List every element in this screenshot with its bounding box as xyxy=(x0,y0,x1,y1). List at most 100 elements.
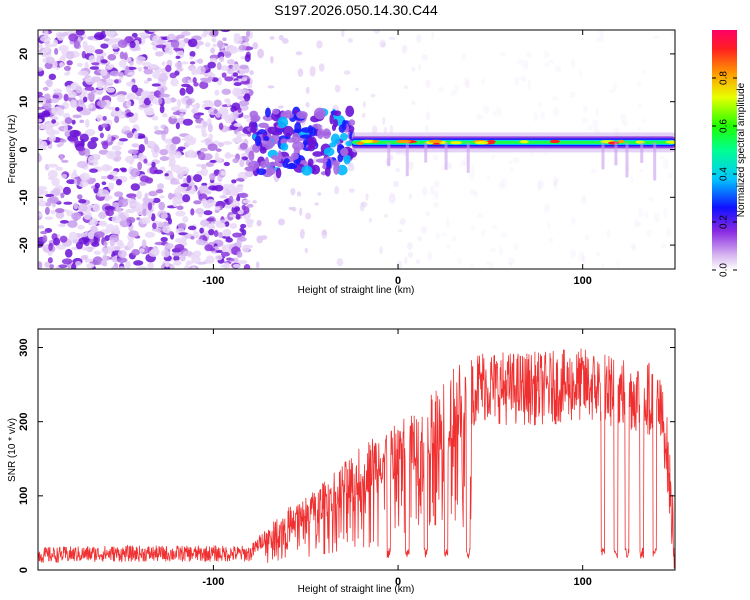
heat-blob xyxy=(660,155,665,160)
heat-blob xyxy=(555,176,560,183)
heat-blob xyxy=(666,227,672,238)
heat-blob xyxy=(359,201,365,212)
heat-blob xyxy=(195,163,202,167)
heat-blob xyxy=(341,119,347,131)
heat-blob xyxy=(126,81,135,87)
heat-blob xyxy=(498,246,503,256)
snr-y-axis: 0 100 200 300 xyxy=(18,338,675,573)
heat-blob xyxy=(404,256,408,265)
heat-blob xyxy=(141,239,147,249)
heat-blob xyxy=(522,59,529,70)
heat-blob xyxy=(213,230,219,238)
heat-blob xyxy=(61,159,69,163)
heat-blob xyxy=(508,167,514,172)
heat-blob xyxy=(185,98,193,106)
heat-blob xyxy=(103,38,110,42)
heat-blob xyxy=(569,248,576,259)
heat-blob xyxy=(111,202,120,208)
heat-blob xyxy=(42,235,48,243)
heat-blob xyxy=(297,68,304,77)
heat-blob xyxy=(42,102,52,110)
heat-blob xyxy=(200,219,210,227)
heat-blob xyxy=(476,212,484,219)
heat-blob xyxy=(117,39,128,48)
heat-blob xyxy=(525,50,532,58)
heat-blob xyxy=(250,115,258,123)
heat-blob xyxy=(139,248,145,253)
heat-blob xyxy=(48,134,56,142)
heat-blob xyxy=(451,236,457,242)
heat-blob xyxy=(182,215,189,223)
heat-blob xyxy=(278,34,284,41)
heat-blob xyxy=(545,203,551,213)
heat-blob xyxy=(239,104,249,111)
heat-blob xyxy=(78,233,89,238)
heat-blob xyxy=(242,199,251,204)
heat-blob xyxy=(91,177,96,183)
heat-blob xyxy=(113,225,120,234)
heat-blob xyxy=(291,206,297,212)
heat-blob xyxy=(151,115,159,121)
heat-blob xyxy=(109,70,121,77)
heat-blob xyxy=(111,215,122,224)
heat-blob xyxy=(177,146,186,150)
heat-blob xyxy=(151,161,156,168)
heat-blob xyxy=(38,225,45,229)
heat-blob xyxy=(158,222,165,228)
heat-blob xyxy=(148,30,160,33)
heat-blob xyxy=(239,159,245,167)
heat-blob xyxy=(580,117,588,124)
heat-blob xyxy=(417,236,423,242)
heat-blob xyxy=(241,156,249,161)
heat-blob xyxy=(209,159,217,164)
heat-streak xyxy=(640,142,644,163)
heat-blob xyxy=(637,208,644,218)
heat-blob xyxy=(68,231,78,241)
heat-blob xyxy=(40,230,48,235)
heat-blob xyxy=(220,219,227,223)
heat-blob xyxy=(87,204,96,208)
heat-blob xyxy=(109,38,120,44)
heat-blob xyxy=(135,96,141,101)
heat-blob xyxy=(254,135,262,147)
heat-blob xyxy=(396,260,403,269)
carrier-hotspot xyxy=(428,139,443,143)
heat-blob xyxy=(176,66,184,72)
heat-blob xyxy=(121,111,126,115)
heat-blob xyxy=(368,217,372,223)
heat-blob xyxy=(347,38,354,43)
heat-blob xyxy=(170,39,180,49)
colorbar-tick-label: 0.4 xyxy=(719,167,730,181)
snr-panel: 0 100 200 300 -100 0 100 Height of straight l… xyxy=(7,328,676,595)
heat-blob xyxy=(130,168,140,178)
heat-blob xyxy=(241,204,247,211)
heat-blob xyxy=(285,163,298,170)
heat-blob xyxy=(102,254,108,263)
heat-blob xyxy=(42,86,49,91)
heat-blob xyxy=(481,229,486,237)
heat-blob xyxy=(174,243,185,251)
heat-blob xyxy=(204,42,211,48)
heat-blob xyxy=(92,203,101,213)
heat-blob xyxy=(124,155,135,164)
heat-blob xyxy=(190,235,195,240)
heat-blob xyxy=(280,142,289,151)
heat-blob xyxy=(61,173,68,179)
heat-blob xyxy=(540,111,546,120)
heat-blob xyxy=(584,234,590,241)
heat-blob xyxy=(637,103,642,109)
heat-blob xyxy=(198,185,210,193)
heat-blob xyxy=(612,82,617,92)
heat-blob xyxy=(318,63,325,72)
heat-blob xyxy=(246,203,254,208)
snr-x-axis: -100 0 100 xyxy=(202,329,592,588)
heat-blob xyxy=(149,63,159,69)
heat-blob xyxy=(337,153,344,163)
heat-blob xyxy=(142,208,147,217)
heat-blob xyxy=(83,211,92,220)
heat-blob xyxy=(120,168,127,173)
heat-blob xyxy=(433,180,440,189)
heat-blob xyxy=(79,119,85,124)
heat-blob xyxy=(422,186,428,196)
